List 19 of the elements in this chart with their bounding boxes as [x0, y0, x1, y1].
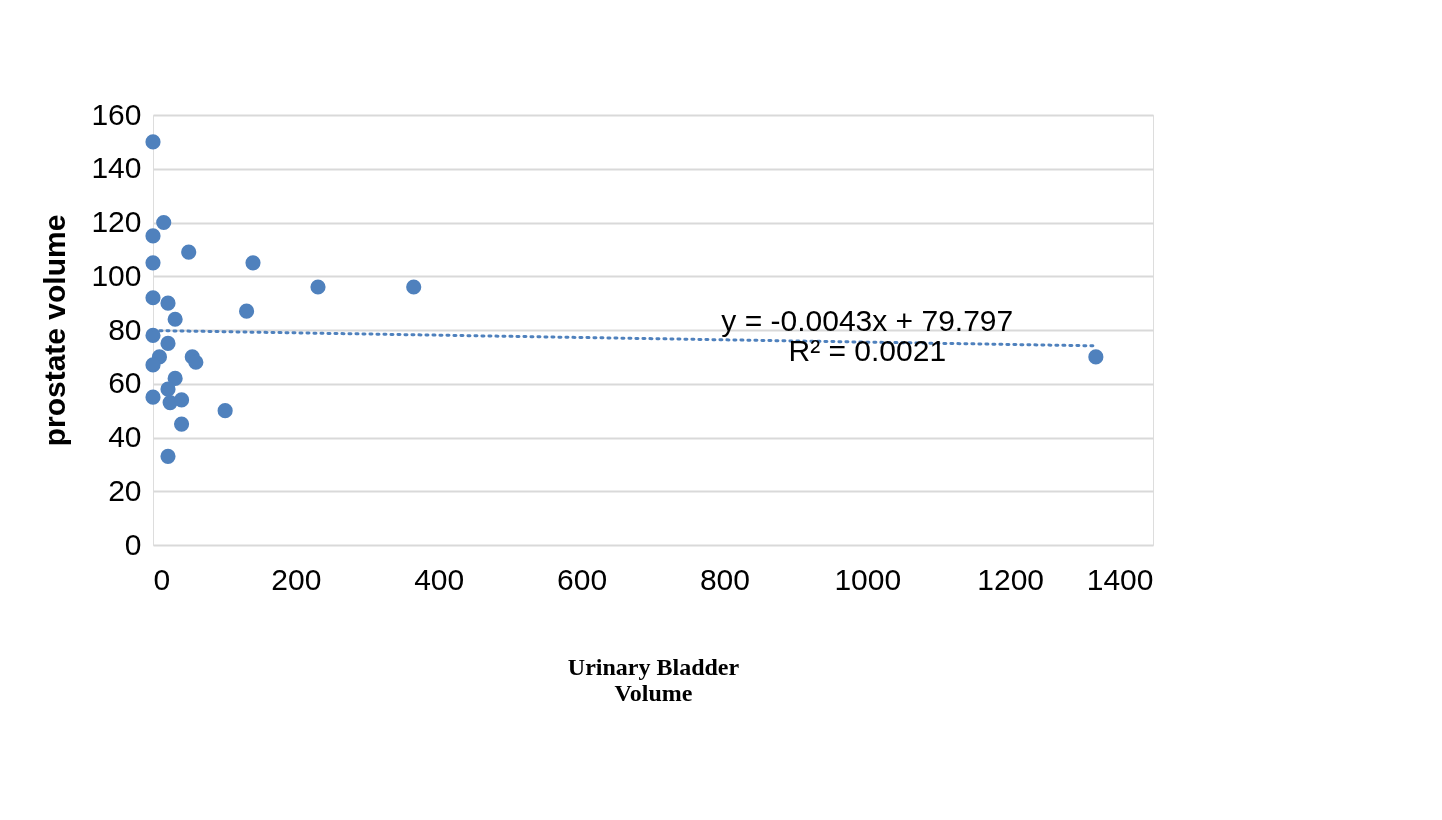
y-tick-label: 40 [108, 420, 142, 453]
y-axis-title: prostate volume [38, 214, 72, 447]
x-tick-label: 1400 [1086, 562, 1154, 596]
y-tick-label: 160 [91, 97, 142, 131]
y-tick-label: 80 [108, 312, 142, 346]
y-tick-label: 140 [91, 151, 142, 185]
y-tick-label: 100 [91, 258, 142, 292]
x-tick-label: 1200 [977, 562, 1045, 596]
x-tick-label: 400 [414, 562, 465, 596]
y-tick-label: 60 [108, 366, 142, 400]
x-tick-label: 0 [153, 562, 171, 596]
x-axis-title: Urinary Bladder Volume [567, 653, 740, 706]
x-tick-label: 1000 [834, 562, 902, 596]
y-tick-label: 120 [91, 205, 142, 238]
y-tick-label: 20 [108, 473, 142, 507]
x-tick-label: 600 [557, 562, 608, 596]
x-tick-label: 800 [699, 562, 750, 596]
x-tick-label: 200 [271, 562, 322, 596]
y-tick-label: 0 [124, 527, 142, 561]
